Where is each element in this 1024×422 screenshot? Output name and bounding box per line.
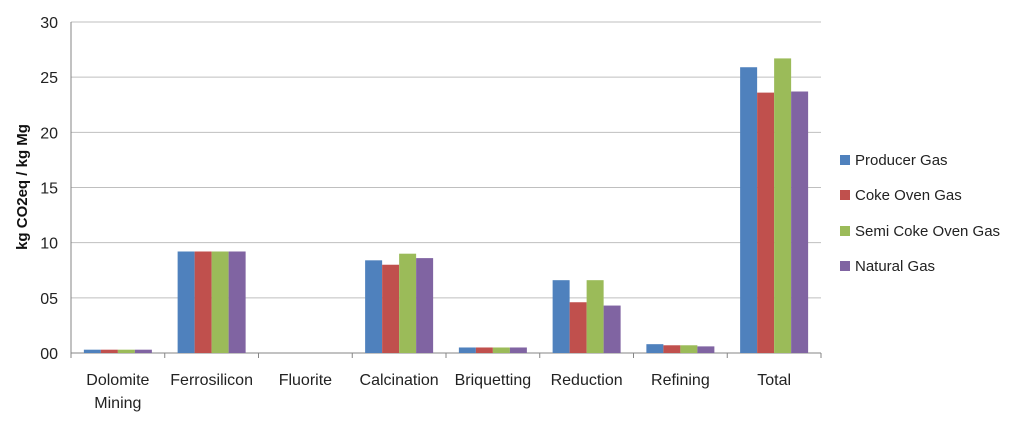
x-tick-label: Refining: [651, 372, 710, 389]
bar-coke-oven-gas: [569, 302, 587, 353]
y-axis-label: kg CO2eq / kg Mg: [14, 124, 31, 250]
bar-natural-gas: [134, 349, 152, 353]
bar-natural-gas: [509, 347, 527, 353]
bar-coke-oven-gas: [757, 92, 775, 353]
bar-semi-coke-oven-gas: [117, 349, 135, 353]
bar-coke-oven-gas: [194, 251, 212, 353]
y-tick-label: 00: [40, 346, 58, 363]
x-tick-label: Reduction: [551, 372, 623, 389]
bar-semi-coke-oven-gas: [399, 253, 417, 353]
x-tick-label: Dolomite Mining: [86, 372, 149, 412]
bar-producer-gas: [458, 347, 476, 353]
x-tick-label: Total: [757, 372, 791, 389]
x-tick-label: Calcination: [360, 372, 439, 389]
bar-semi-coke-oven-gas: [492, 347, 510, 353]
y-tick-label: 20: [40, 125, 58, 142]
y-tick-label: 05: [40, 291, 58, 308]
bar-semi-coke-oven-gas: [586, 280, 604, 353]
legend-label: Semi Coke Oven Gas: [855, 223, 1000, 240]
y-tick-labels: 00 05 10 15 20 25 30: [40, 15, 58, 363]
y-tick-label: 25: [40, 70, 58, 87]
legend-label: Natural Gas: [855, 258, 935, 275]
bar-natural-gas: [697, 346, 715, 353]
bar-producer-gas: [365, 260, 383, 353]
bar-coke-oven-gas: [100, 349, 118, 353]
y-tick-label: 30: [40, 15, 58, 32]
legend-label: Producer Gas: [855, 152, 948, 169]
bar-semi-coke-oven-gas: [211, 251, 229, 353]
bar-coke-oven-gas: [663, 345, 681, 353]
bar-producer-gas: [177, 251, 195, 353]
bar-coke-oven-gas: [382, 264, 400, 353]
bar-natural-gas: [603, 305, 621, 353]
legend-swatch: [840, 226, 850, 236]
x-tick-label: Ferrosilicon: [170, 372, 253, 389]
bar-producer-gas: [552, 280, 570, 353]
bar-natural-gas: [416, 258, 434, 353]
legend-swatch: [840, 190, 850, 200]
bar-natural-gas: [791, 91, 809, 353]
x-tick-label: Fluorite: [279, 372, 332, 389]
bar-producer-gas: [646, 344, 664, 353]
bar-natural-gas: [228, 251, 246, 353]
x-tick-labels: Dolomite Mining Ferrosilicon Fluorite Calcin…: [86, 372, 791, 412]
x-tick-label: Briquetting: [455, 372, 532, 389]
legend-swatch: [840, 155, 850, 165]
y-tick-label: 15: [40, 181, 58, 198]
legend-swatch: [840, 261, 850, 271]
bar-coke-oven-gas: [475, 347, 493, 353]
bars: [83, 58, 809, 353]
y-tick-label: 10: [40, 236, 58, 253]
bar-producer-gas: [83, 349, 101, 353]
bar-semi-coke-oven-gas: [774, 58, 792, 353]
bar-producer-gas: [740, 67, 758, 353]
legend-label: Coke Oven Gas: [855, 187, 962, 204]
bar-semi-coke-oven-gas: [680, 345, 698, 353]
legend: Producer Gas Coke Oven Gas Semi Coke Oven …: [840, 152, 1000, 275]
